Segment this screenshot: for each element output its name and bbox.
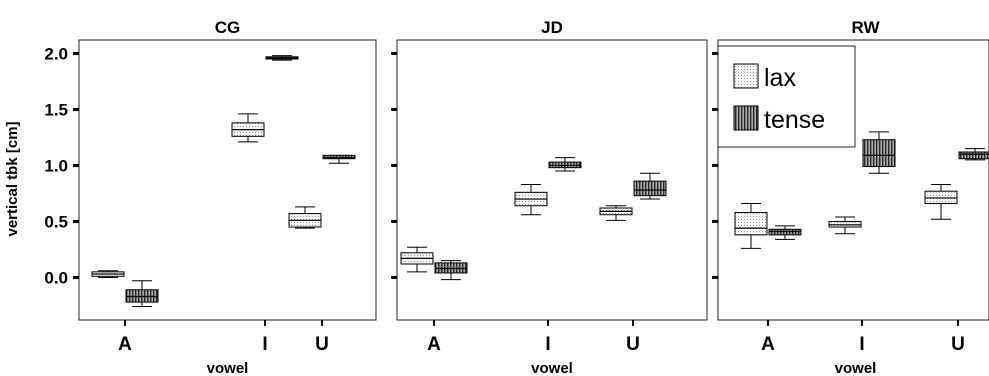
box-iqr — [862, 139, 896, 168]
x-tick-label: A — [427, 334, 441, 355]
box-cg-i-tense — [265, 55, 299, 61]
x-axis-title: vowel — [531, 360, 573, 376]
x-tick-label: I — [859, 334, 864, 355]
legend-swatch-lax — [733, 63, 759, 89]
x-tick-label: U — [626, 334, 640, 355]
y-axis-title: vertical tbk [cm] — [4, 121, 21, 236]
x-axis-title: vowel — [207, 360, 249, 376]
x-tick-label: A — [761, 334, 775, 355]
box-jd-a-lax — [400, 246, 434, 273]
box-jd-u-tense — [633, 172, 667, 200]
panel-frame — [78, 39, 377, 321]
x-axis-title: vowel — [835, 360, 877, 376]
x-tick-label: A — [118, 334, 132, 355]
y-tick-label: 1.0 — [44, 156, 68, 175]
legend-swatch-tense — [733, 105, 759, 131]
panel-title: CG — [215, 18, 241, 37]
box-rw-a-lax — [734, 203, 768, 249]
x-tick-label: U — [315, 334, 329, 355]
panel-title: RW — [851, 18, 880, 37]
box-iqr — [734, 211, 768, 236]
x-tick-label: U — [951, 334, 965, 355]
box-jd-i-lax — [514, 183, 548, 216]
y-tick-label: 0.0 — [44, 268, 68, 287]
legend: lax tense — [717, 45, 856, 148]
box-rw-u-tense — [958, 148, 989, 161]
box-rw-u-lax — [924, 183, 958, 220]
box-jd-u-lax — [599, 205, 633, 221]
y-tick-label: 0.5 — [44, 212, 68, 231]
y-tick-label: 2.0 — [44, 44, 68, 63]
box-cg-u-lax — [288, 206, 322, 229]
panel-title: JD — [541, 18, 563, 37]
x-tick-label: I — [545, 334, 550, 355]
box-cg-a-tense — [125, 280, 159, 308]
panel-frame — [396, 39, 708, 321]
box-iqr — [633, 180, 667, 197]
box-rw-a-tense — [768, 225, 802, 240]
box-cg-a-lax — [91, 270, 125, 278]
legend-label-tense: tense — [764, 106, 825, 134]
box-jd-i-tense — [548, 157, 582, 172]
box-jd-a-tense — [434, 260, 468, 281]
panel-frame — [717, 39, 989, 321]
box-rw-i-lax — [828, 216, 862, 235]
box-cg-i-lax — [231, 113, 265, 143]
legend-label-lax: lax — [764, 64, 796, 92]
box-rw-i-tense — [862, 131, 896, 174]
box-cg-u-tense — [322, 154, 356, 164]
x-tick-label: I — [262, 334, 267, 355]
box-iqr — [958, 151, 989, 160]
y-tick-label: 1.5 — [44, 100, 68, 119]
